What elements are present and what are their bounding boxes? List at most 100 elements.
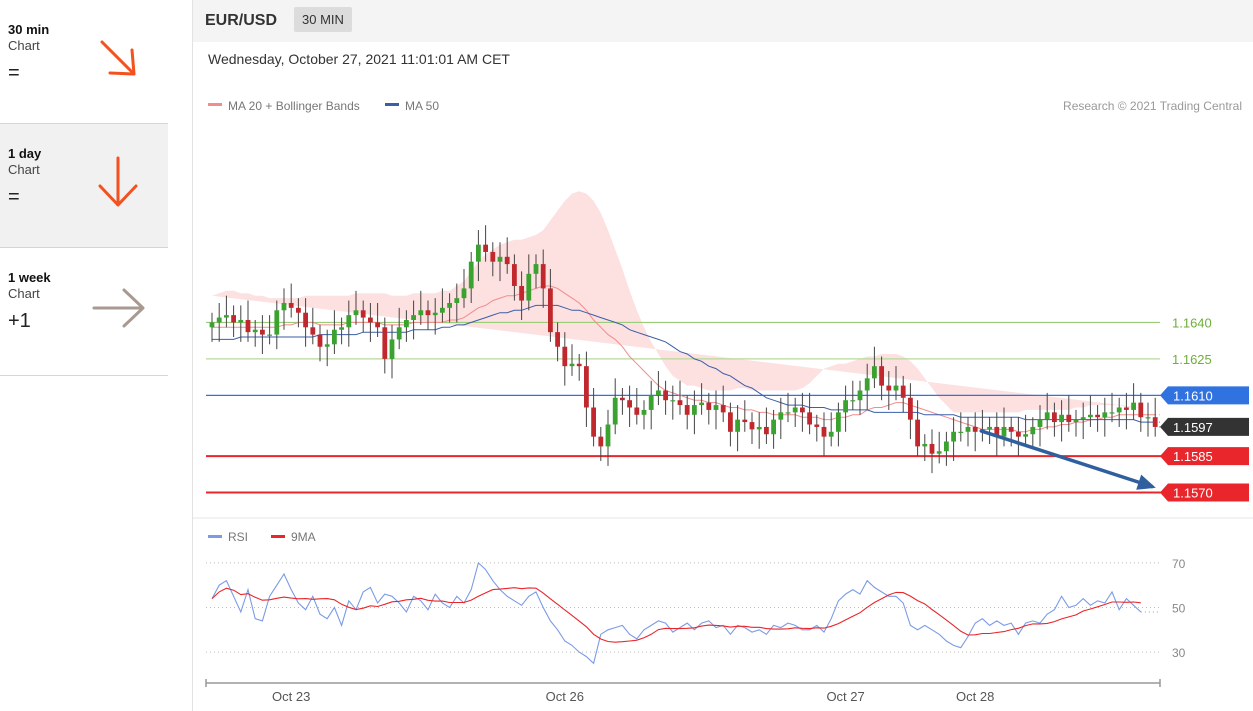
candle-body [519,285,524,301]
candle-body [785,412,791,414]
candle-body [965,426,971,432]
candle-body [231,315,236,323]
candle-body [396,327,402,340]
candle-body [368,317,373,323]
level-badge-text: 1.1570 [1173,486,1213,501]
candle-body [720,405,726,413]
candle-body [612,397,618,425]
price-levels [206,321,1165,494]
candle-body [569,363,575,367]
candle-body [209,322,215,328]
candle-body [605,424,611,447]
candle-body [764,426,769,435]
forecast-arrow [979,429,1156,490]
level-badge-text: 1.1585 [1173,449,1213,464]
candle-body [699,402,704,406]
candle-body [562,346,568,367]
candle-body [584,366,589,408]
candle-body [540,264,546,289]
candle-body [252,329,258,333]
candle-body [332,329,337,345]
candle-body [497,256,503,262]
legend-label: MA 20 + Bollinger Bands [228,99,360,113]
candle-body [224,315,229,318]
candle-body [504,256,510,265]
ma50-line [212,304,1156,423]
sidebar-item-30min[interactable]: 30 min Chart = [0,0,168,124]
level-label: 1.1625 [1172,352,1212,367]
sidebar-chart-label: Chart [8,38,40,53]
chart-header: EUR/USD 30 MIN [193,0,1253,42]
bollinger-band-area [212,191,1141,413]
candle-body [576,363,582,367]
candle-body [461,288,467,299]
candle-body [929,443,935,454]
candle-body [987,426,992,430]
bollinger-band [212,191,1141,413]
candle-body [857,390,863,401]
candle-body [756,426,762,430]
sidebar-item-1week[interactable]: 1 week Chart +1 [0,248,168,376]
arrow-right-icon [92,288,145,328]
candle-body [1008,426,1014,432]
candle-body [1059,414,1064,423]
candle-body [864,378,870,391]
candle-body [1052,412,1057,423]
candle-body [828,431,834,437]
candle-body [900,385,906,398]
x-tick-label: Oct 28 [956,689,994,704]
sidebar-timeframe: 1 day [8,146,42,161]
candle-body [735,419,740,432]
sidebar-item-1day[interactable]: 1 day Chart = [0,124,168,248]
x-tick-label: Oct 23 [272,689,310,704]
candle-body [346,315,352,328]
candle-body [533,264,539,274]
candle-body [1095,414,1100,418]
panel-divider [192,0,193,711]
candle-body [648,395,654,410]
candle-body [893,385,899,391]
arrow-down-icon [98,156,138,207]
timeframe-badge[interactable]: 30 MIN [294,7,352,32]
legend-swatch [208,103,222,106]
sidebar-timeframe: 1 week [8,270,51,285]
candle-body [1016,431,1021,437]
sidebar-chart-label: Chart [8,286,40,301]
candle-body [360,310,366,318]
candle-body [972,426,978,432]
candle-body [526,273,532,301]
candle-body [627,400,632,408]
candle-body [216,317,222,323]
candle-body [922,443,928,447]
candle-body [836,412,841,432]
candle-body [620,397,625,401]
candle-body [879,366,884,386]
candle-body [404,320,409,328]
candle-body [1131,402,1136,410]
candle-body [260,329,265,335]
candle-body [958,431,964,433]
candle-body [1030,426,1036,435]
candle-body [512,264,517,286]
chart-legend: MA 20 + Bollinger Bands MA 50 Research © 2… [208,99,1242,113]
x-axis: Oct 23 Oct 26 Oct 27 Oct 28 [205,679,1161,704]
candle-body [994,426,1000,437]
candle-body [800,407,805,413]
candle-body [656,390,661,396]
candle-body [641,409,647,415]
candle-body [382,327,388,359]
rsi-tick-label: 30 [1172,646,1186,660]
candles [209,225,1158,474]
candle-body [418,310,424,316]
candle-body [339,327,344,330]
x-tick-label: Oct 27 [826,689,864,704]
arrow-down-right-icon [100,40,136,76]
candle-body [944,441,949,452]
candle-body [915,419,920,447]
candle-body [684,405,690,415]
candle-body [454,298,460,303]
rsi-9ma-line [211,587,1141,643]
rsi-legend-swatch [271,535,285,538]
candle-body [353,310,359,316]
rsi-legend-label: RSI [228,530,248,544]
